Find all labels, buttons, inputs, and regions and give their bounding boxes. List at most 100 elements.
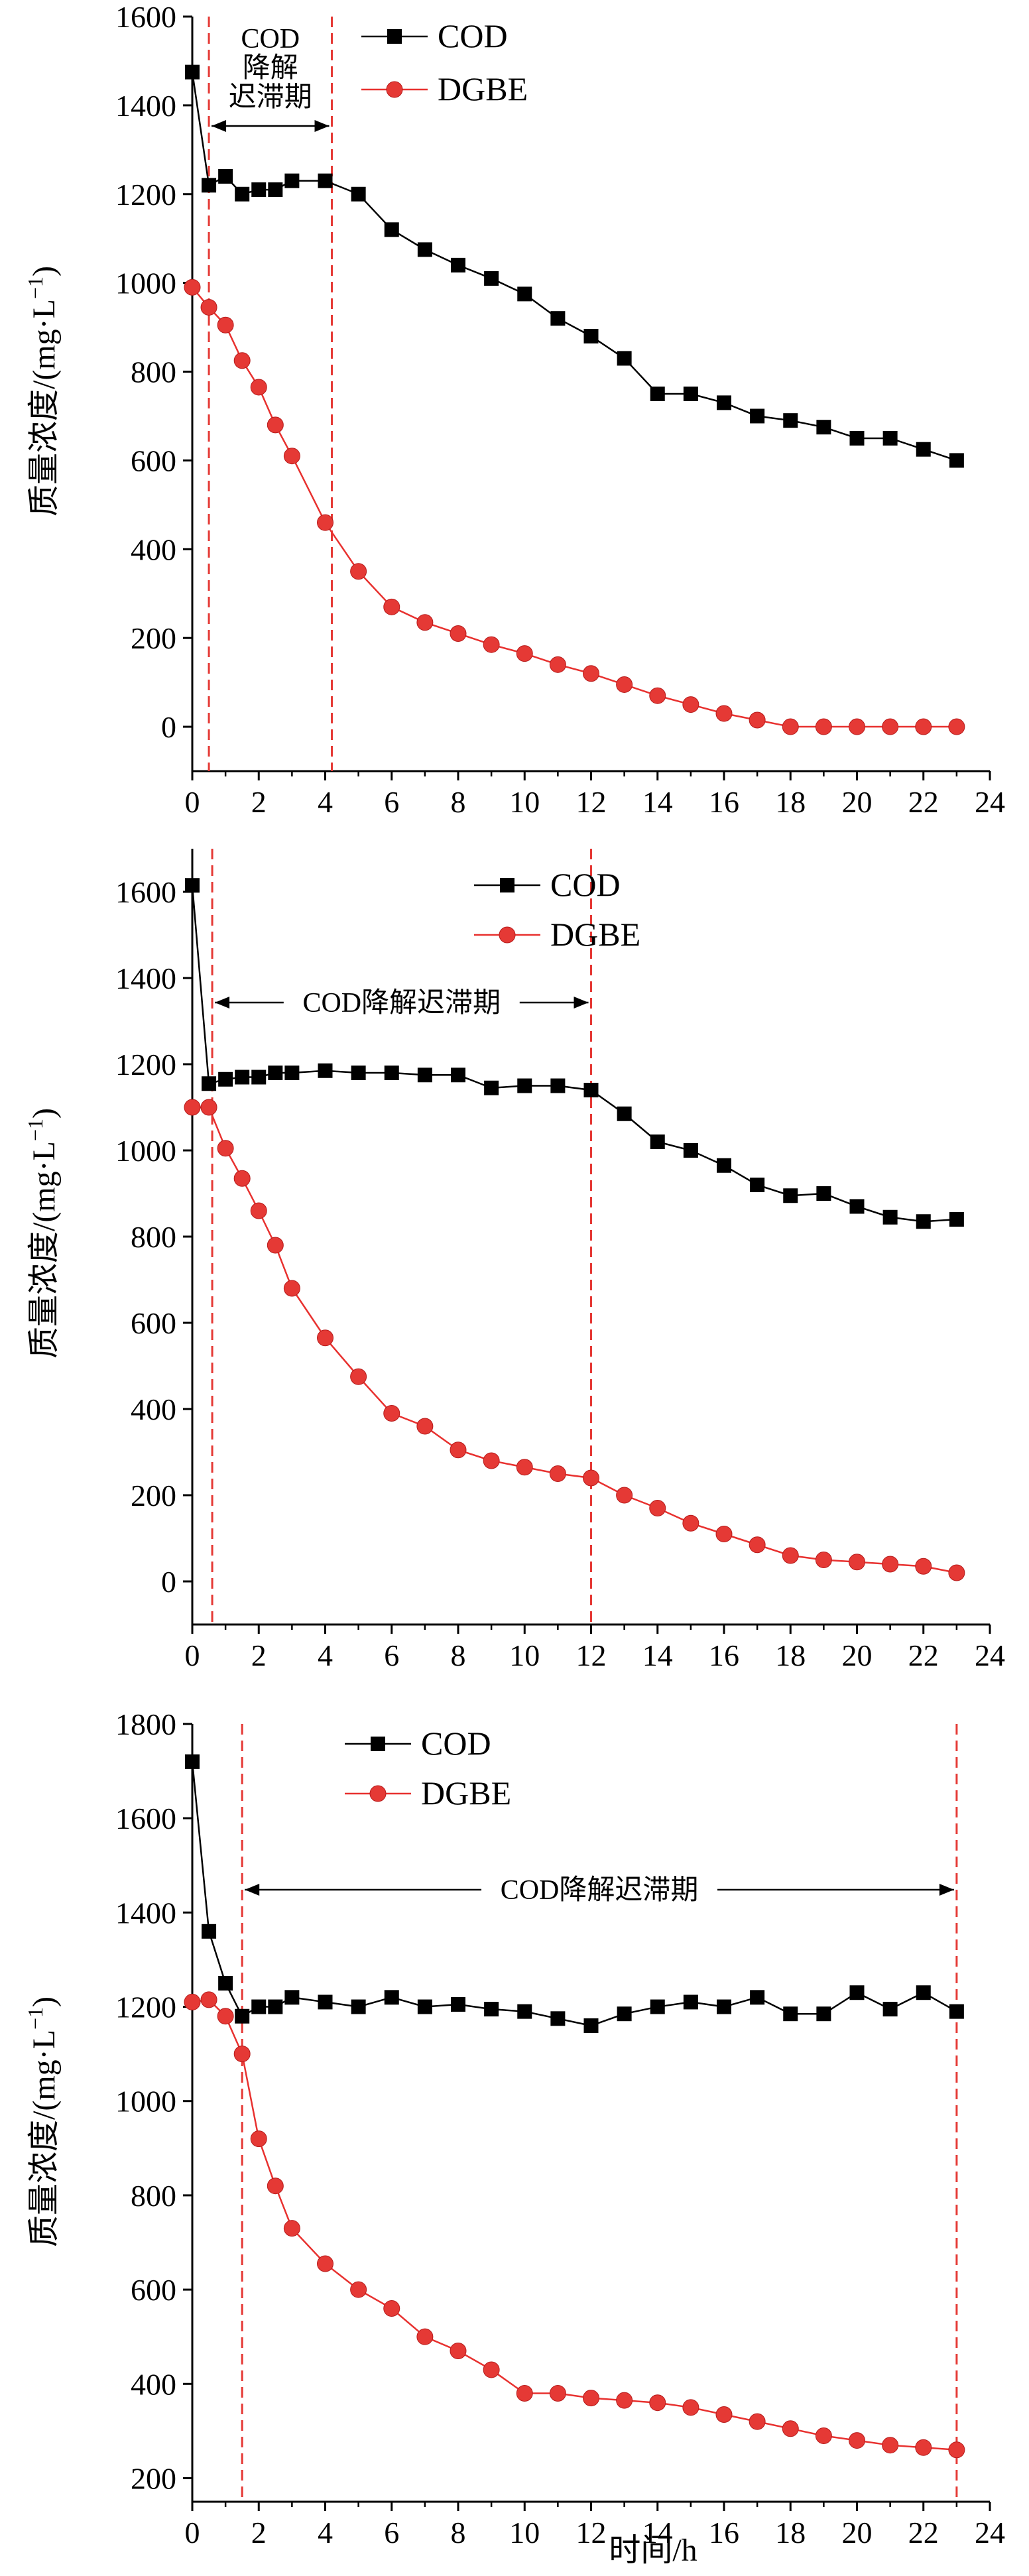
dgbe-point [217,1140,234,1157]
y-axis-label-main: 质量浓度/(mg·L [27,1141,62,1359]
dgbe-point [283,448,300,465]
cod-point [251,1999,267,2014]
cod-point [583,1083,599,1097]
dgbe-point [483,1452,500,1469]
cod-point [550,311,566,326]
x-tick-label: 16 [709,1638,739,1672]
cod-point [949,453,964,468]
dgbe-point [649,687,666,704]
cod-point [816,2006,831,2022]
x-tick-label: 2 [251,2516,267,2549]
cod-point [550,1078,566,1093]
cod-point [717,1158,731,1173]
series-line-dgbe [192,1998,957,2451]
cod-point [816,1186,831,1201]
cod-point [650,387,665,401]
dgbe-point [915,1558,932,1575]
x-tick-label: 10 [509,785,540,819]
legend-label-dgbe: DGBE [421,1774,511,1811]
cod-point [617,2006,632,2022]
dgbe-point [682,696,699,713]
dgbe-point [250,2130,267,2148]
x-tick-label: 16 [709,785,739,819]
y-tick-label: 200 [131,621,176,655]
cod-point [849,1985,865,2000]
x-tick-label: 18 [775,2516,806,2549]
cod-point [451,1996,465,2012]
cod-point [351,1999,366,2014]
x-tick-label: 12 [576,1638,607,1672]
cod-point [235,1070,250,1085]
x-tick-label: 8 [451,785,466,819]
cod-point [617,351,632,366]
x-tick-label: 22 [908,2516,939,2549]
cod-point [750,408,765,424]
y-tick-label: 1000 [115,267,176,300]
dgbe-point [450,1441,467,1459]
x-tick-label: 4 [318,785,333,819]
cod-point [218,168,233,184]
dgbe-point [184,1099,201,1116]
dgbe-point [217,316,234,334]
x-tick-label: 2 [251,1638,267,1672]
x-tick-label: 24 [975,785,1005,819]
cod-point [882,430,898,446]
y-tick-label: 1400 [115,89,176,123]
cod-point [185,878,200,893]
lag-arrowhead-right [314,120,330,132]
dgbe-point [549,2384,566,2402]
dgbe-point [200,1991,217,2008]
cod-point [849,1199,865,1214]
x-tick-label: 20 [842,785,873,819]
legend-label-cod: COD [550,866,621,903]
y-tick-label: 1000 [115,1134,176,1168]
series-line-cod [191,72,957,461]
dgbe-point [948,1564,965,1581]
dgbe-point [915,718,932,735]
y-axis-label-tail: ) [27,266,62,276]
y-axis-label-tail: ) [27,1108,62,1119]
series-line-dgbe [192,1106,957,1574]
legend-label-cod: COD [438,17,508,54]
y-axis-label-superscript: −1 [23,1119,47,1141]
dgbe-point [882,718,899,735]
cod-point [683,1143,698,1158]
y-axis-label: 质量浓度/(mg·L−1) [23,266,62,517]
cod-point [583,328,599,343]
dgbe-point [882,1556,899,1573]
cod-point [185,64,200,80]
cod-point [750,1178,765,1192]
dgbe-point [715,1526,733,1542]
dgbe-point [516,2384,533,2402]
y-tick-label: 400 [131,2367,176,2401]
cod-point [750,1990,765,2005]
x-tick-label: 16 [709,2516,739,2549]
cod-point [451,1068,465,1083]
dgbe-point [583,665,599,682]
x-tick-label: 6 [384,785,399,819]
cod-point [451,257,465,273]
dgbe-point [682,2399,699,2416]
dgbe-point [267,1237,284,1254]
x-tick-label: 10 [509,1638,540,1672]
dgbe-point [715,705,733,722]
dgbe-point [416,614,434,631]
dgbe-point [184,1993,201,2010]
x-tick-label: 12 [576,785,607,819]
x-tick-label: 20 [842,1638,873,1672]
y-axis-label-superscript: −1 [23,276,47,299]
y-axis-label: 质量浓度/(mg·L−1) [23,1996,62,2247]
cod-point [202,178,217,193]
dgbe-point [649,1500,666,1516]
chart-panel-3: 0 2 4 6 8 10 12 14 16 18 20 22 242004006008001000120… [23,1707,1005,2549]
lag-arrowhead-left [215,997,230,1009]
x-tick-label: 14 [642,1638,673,1672]
y-tick-label: 400 [131,532,176,566]
y-tick-label: 600 [131,2273,176,2307]
cod-point [783,2006,798,2022]
dgbe-point [849,1554,865,1571]
y-tick-label: 200 [131,2461,176,2495]
dgbe-point [383,1405,400,1422]
dgbe-point [283,1280,300,1297]
